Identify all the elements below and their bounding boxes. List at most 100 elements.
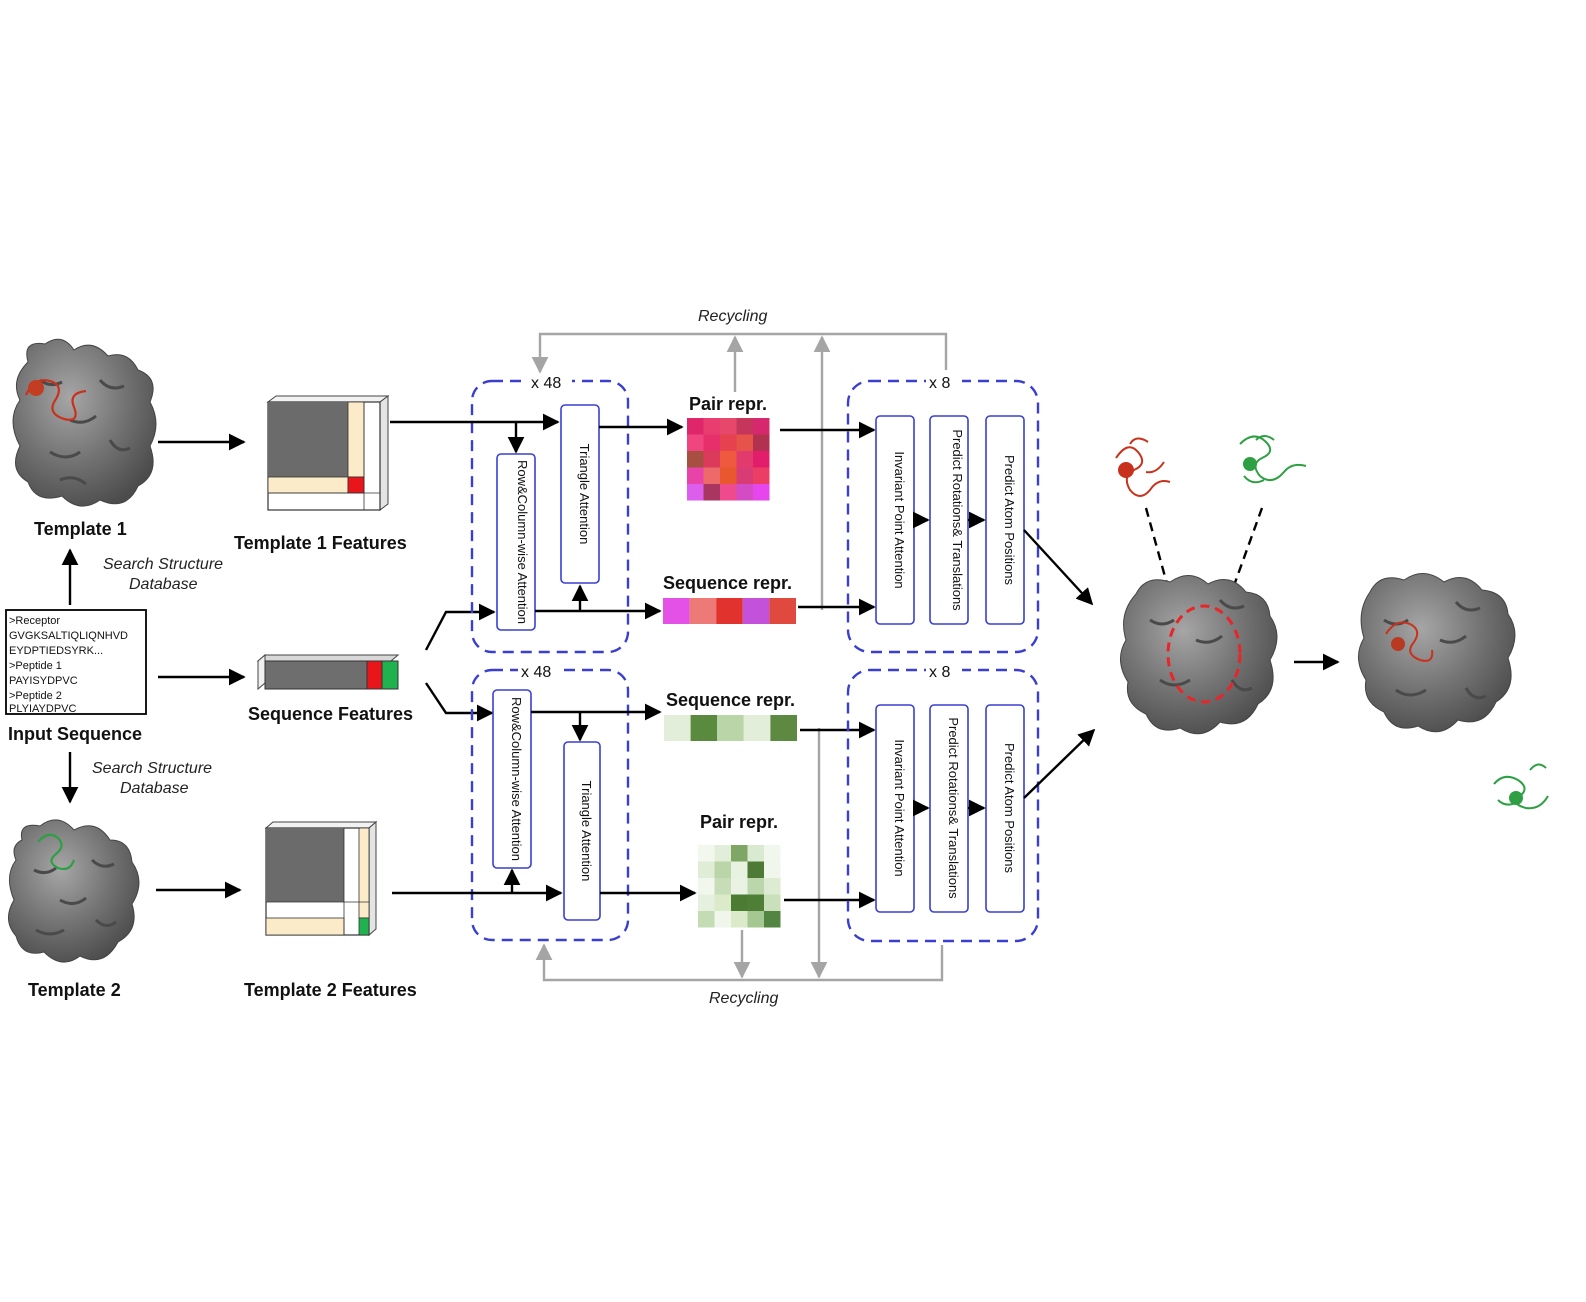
repr-cell — [736, 484, 753, 501]
repr-cell — [720, 451, 737, 468]
search-label-top: Search Structure Database — [103, 556, 223, 593]
recycling-bottom-loop — [535, 943, 944, 982]
repr-cell — [703, 451, 720, 468]
repr-cell — [687, 451, 704, 468]
repr-cell — [753, 451, 770, 468]
sequence-repr-bottom-label: Sequence repr. — [666, 690, 795, 710]
structure-repeat-bottom: x 8 — [929, 664, 950, 681]
evoformer-repeat-top: x 48 — [531, 375, 561, 392]
repr-cell — [764, 845, 781, 862]
repr-cell — [720, 418, 737, 435]
sequence-repr-top-bar — [663, 598, 796, 624]
repr-cell — [742, 598, 770, 624]
input-sequence-lines: >Receptor GVGKSALTIQLIQNHVD EYDPTIEDSYRK… — [9, 615, 128, 715]
pair-repr-top-label: Pair repr. — [689, 394, 767, 414]
atom-pos-bottom — [985, 704, 1025, 913]
repr-cell — [747, 878, 764, 895]
pair-repr-bottom-grid — [698, 845, 781, 928]
repr-cell — [703, 484, 720, 501]
repr-cell — [720, 467, 737, 484]
svg-text:Database: Database — [120, 780, 189, 797]
rot-trans-bottom-label: Predict Rotations& Translations — [946, 717, 961, 899]
repr-cell — [703, 418, 720, 435]
repr-cell — [736, 451, 753, 468]
input-sequence-line: GVGKSALTIQLIQNHVD — [9, 630, 128, 642]
arrow-seq-to-top-evoformer — [424, 603, 496, 651]
svg-text:Search Structure: Search Structure — [92, 760, 212, 777]
repr-cell — [731, 878, 748, 895]
repr-cell — [690, 715, 718, 741]
input-sequence-title: Input Sequence — [8, 724, 142, 744]
template2-protein — [8, 819, 140, 963]
repr-cell — [764, 911, 781, 928]
svg-text:Row&Column-wise Attention: Row&Column-wise Attention — [515, 460, 530, 624]
repr-cell — [747, 861, 764, 878]
repr-cell — [714, 894, 731, 911]
peptide2-unbound — [1493, 763, 1549, 810]
triangle-attention-bottom-label: Triangle Attention — [579, 781, 594, 882]
repr-cell — [720, 484, 737, 501]
repr-cell — [698, 911, 715, 928]
row-column-attention-bottom-label: Row&Column-wise Attention — [509, 697, 524, 861]
repr-cell — [753, 418, 770, 435]
repr-cell — [698, 845, 715, 862]
input-sequence-line: EYDPTIEDSYRK... — [9, 645, 103, 657]
atom-pos-top — [985, 415, 1025, 625]
repr-cell — [703, 467, 720, 484]
sequence-repr-bottom-bar — [664, 715, 797, 741]
final-complex-structure — [1358, 573, 1516, 733]
repr-cell — [717, 715, 744, 741]
repr-cell — [747, 911, 764, 928]
repr-cell — [736, 467, 753, 484]
evoformer-repeat-bottom: x 48 — [521, 664, 551, 681]
repr-cell — [731, 911, 748, 928]
atom-pos-top-label: Predict Atom Positions — [1002, 455, 1017, 586]
input-sequence-line: PAYISYDPVC — [9, 675, 78, 687]
input-sequence-line: >Peptide 2 — [9, 690, 62, 702]
repr-cell — [698, 878, 715, 895]
structure-repeat-top: x 8 — [929, 375, 950, 392]
peptide2-structure — [1239, 435, 1307, 484]
pair-repr-bottom-label: Pair repr. — [700, 812, 778, 832]
repr-cell — [703, 434, 720, 451]
repr-cell — [731, 894, 748, 911]
peptide1-structure — [1115, 437, 1171, 497]
template2-features-label: Template 2 Features — [244, 980, 417, 1000]
template1-features-matrix — [266, 395, 390, 511]
repr-cell — [731, 861, 748, 878]
repr-cell — [664, 715, 691, 741]
ipa-bottom-label: Invariant Point Attention — [892, 739, 907, 876]
template2-features-matrix — [264, 820, 378, 937]
triangle-attention-top-label: Triangle Attention — [577, 444, 592, 545]
row-column-attention-top-label: Row&Column-wise Attention — [515, 460, 530, 624]
template1-protein — [12, 338, 157, 507]
template2-title: Template 2 — [28, 980, 121, 1000]
repr-cell — [714, 878, 731, 895]
input-sequence-box — [5, 609, 147, 715]
repr-cell — [769, 598, 796, 624]
repr-cell — [753, 434, 770, 451]
repr-cell — [743, 715, 771, 741]
repr-cell — [663, 598, 690, 624]
template1-features-label: Template 1 Features — [234, 533, 407, 553]
template1-title: Template 1 — [34, 519, 127, 539]
recycling-label-top: Recycling — [698, 308, 767, 325]
repr-cell — [736, 418, 753, 435]
input-sequence-line: >Peptide 1 — [9, 660, 62, 672]
receptor-binding-site-structure — [1120, 575, 1278, 735]
repr-cell — [720, 434, 737, 451]
repr-cell — [689, 598, 717, 624]
repr-cell — [764, 878, 781, 895]
repr-cell — [753, 467, 770, 484]
repr-cell — [753, 484, 770, 501]
repr-cell — [687, 467, 704, 484]
repr-cell — [714, 845, 731, 862]
sequence-features-bar — [256, 653, 400, 691]
repr-cell — [736, 434, 753, 451]
ipa-top-label: Invariant Point Attention — [892, 451, 907, 588]
recycling-top-loop — [531, 332, 948, 374]
atom-pos-bottom-label: Predict Atom Positions — [1002, 743, 1017, 874]
repr-cell — [698, 894, 715, 911]
repr-cell — [770, 715, 797, 741]
